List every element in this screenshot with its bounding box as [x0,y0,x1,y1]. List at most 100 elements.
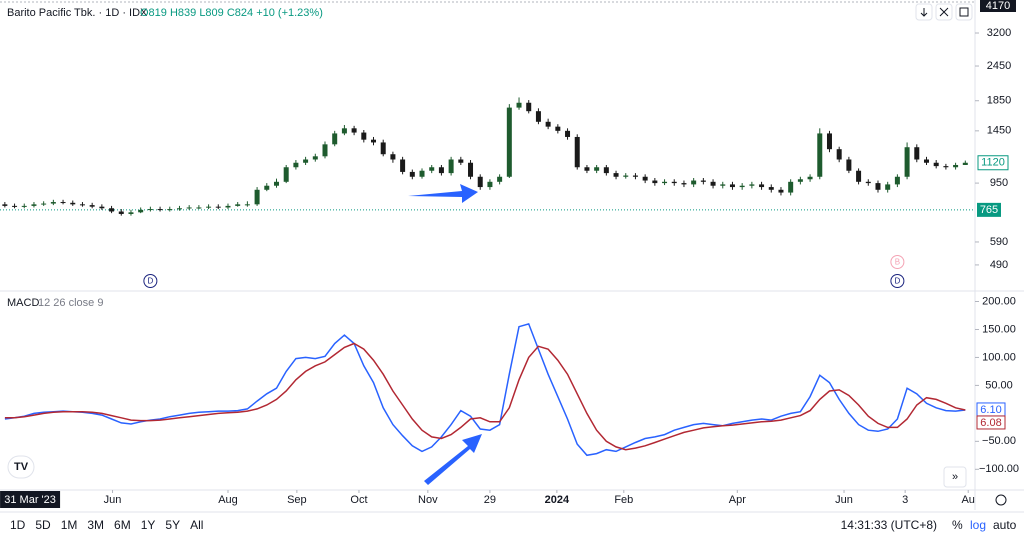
candle-body [390,154,396,160]
candle-body [904,147,910,177]
candle-body [710,181,716,186]
candle-body [555,126,561,131]
candle-body [885,184,891,190]
candle-body [516,102,522,108]
candle-body [21,205,27,207]
candle-body [865,181,871,184]
candle-body [487,181,493,188]
candle-body [371,139,377,143]
candle-body [244,204,250,206]
candle-body [671,181,677,184]
settings-button[interactable] [995,494,1007,506]
log-toggle[interactable]: log [970,518,986,532]
event-marker[interactable] [890,255,905,269]
y-tick-label: 100.00 [982,351,1016,363]
y-tick-label: 150.00 [982,323,1016,335]
range-button[interactable]: 3M [87,518,104,532]
range-button[interactable]: 5D [35,518,51,532]
candle-body [2,204,8,206]
candle-body [923,159,929,163]
candle-body [312,156,318,160]
range-button[interactable]: 1D [10,518,26,532]
annotation-arrow [408,184,478,203]
candle-body [759,184,765,188]
event-marker[interactable] [890,274,905,288]
candle-body [186,207,192,209]
event-label: B [895,258,900,267]
candle-body [749,184,755,186]
candle-body [109,208,115,212]
candle-body [594,167,600,171]
candle-body [778,189,784,193]
candle-body [303,159,309,163]
candle-body [565,130,571,137]
indicator-line [4,322,966,457]
candle-body [836,149,842,160]
last-price-label: 1120 [981,157,1005,169]
candle-body [681,183,687,185]
candle-body [933,162,939,167]
indicator-params: 12 26 close 9 [38,297,103,309]
candle-body [642,176,648,181]
clock: 14:31:33 (UTC+8) [841,518,937,532]
pane-buttons[interactable] [915,3,973,21]
candle-body [652,180,658,184]
top-price-label: 4170 [986,0,1010,12]
logo-mark: TV [14,461,29,473]
cursor-date-label: 31 Mar '23 [4,494,56,506]
candle-body [283,167,289,182]
range-button[interactable]: 1M [61,518,78,532]
ohlc-readout: O819 H839 L809 C824 +10 (+1.23%) [140,7,323,19]
event-label: D [147,277,153,286]
button[interactable] [955,3,973,21]
candle-body [147,209,153,211]
logo-badge [7,455,35,479]
y-tick-label: 590 [990,236,1008,248]
candle-body [273,181,279,186]
candle-body [196,207,202,209]
y-tick-label: 950 [990,177,1008,189]
candle-body [60,202,66,204]
range-button[interactable]: 1Y [141,518,156,532]
auto-toggle[interactable]: auto [993,518,1017,532]
x-tick-label: Nov [418,494,438,506]
candle-body [206,206,212,208]
x-tick-label: Jun [835,494,853,506]
candle-body [477,176,483,188]
range-button[interactable]: 5Y [165,518,180,532]
y-tick-label: −50.00 [982,435,1016,447]
percent-toggle[interactable]: % [952,518,963,532]
y-tick-label: 1450 [987,125,1011,137]
price-tag [977,202,1001,217]
candle-body [176,208,182,210]
candle-body [341,128,347,134]
candle-body [720,184,726,186]
range-button[interactable]: 6M [114,518,131,532]
candle-body [361,132,367,140]
x-tick-label: Au [961,494,974,506]
x-tick-label: Sep [287,494,307,506]
scroll-button[interactable] [943,466,967,488]
x-tick-label: Apr [729,494,746,506]
candle-body [846,159,852,171]
candle-body [613,173,619,177]
candle-body [70,202,76,205]
candle-body [623,175,629,177]
scroll-icon: » [952,471,958,483]
candle-body [797,179,803,182]
candle-body [535,111,541,122]
candle-body [225,205,231,208]
candle-body [264,185,270,190]
y-tick-label: 490 [990,259,1008,271]
candle-body [31,204,37,206]
event-marker[interactable] [143,274,158,288]
range-button[interactable]: All [190,518,203,532]
candle-body [157,209,163,211]
candle-body [429,167,435,171]
x-tick-label: Aug [218,494,238,506]
event-label: D [894,277,900,286]
candle-body [12,205,18,207]
last-price-tag [977,155,1009,171]
